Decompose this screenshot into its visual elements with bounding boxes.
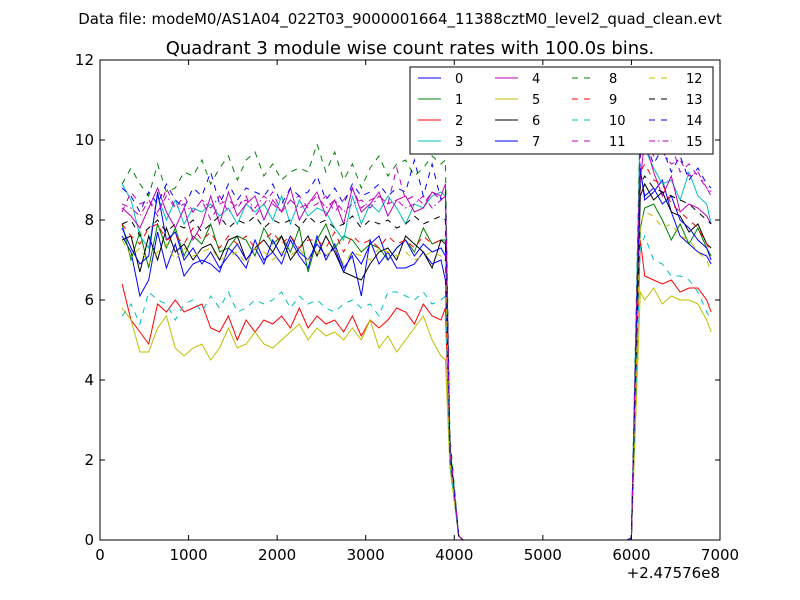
y-tick-label: 12 bbox=[75, 51, 94, 69]
legend-label-6: 6 bbox=[532, 114, 540, 129]
series-line-13 bbox=[121, 175, 712, 540]
x-offset-label: +2.47576e8 bbox=[627, 564, 720, 582]
series-line-4 bbox=[121, 139, 712, 540]
legend-label-9: 9 bbox=[609, 93, 617, 108]
legend-label-4: 4 bbox=[532, 72, 540, 87]
y-tick-label: 8 bbox=[84, 211, 94, 229]
legend-label-15: 15 bbox=[686, 135, 703, 150]
legend-label-5: 5 bbox=[532, 93, 540, 108]
series-line-1 bbox=[121, 203, 712, 540]
x-tick-label: 4000 bbox=[435, 546, 473, 564]
series-line-10 bbox=[121, 234, 712, 540]
legend-label-14: 14 bbox=[686, 114, 703, 129]
series-line-9 bbox=[121, 162, 712, 540]
y-tick-label: 2 bbox=[84, 451, 94, 469]
series-line-12 bbox=[121, 211, 712, 540]
series-line-7 bbox=[121, 171, 712, 540]
x-tick-label: 7000 bbox=[701, 546, 739, 564]
series-line-11 bbox=[121, 131, 712, 540]
legend-label-11: 11 bbox=[609, 135, 626, 150]
series-line-6 bbox=[121, 182, 712, 540]
legend-label-8: 8 bbox=[609, 72, 617, 87]
plot-lines bbox=[121, 98, 712, 540]
x-tick-label: 6000 bbox=[612, 546, 650, 564]
legend-box bbox=[409, 66, 714, 155]
y-tick-label: 4 bbox=[84, 371, 94, 389]
x-tick-label: 5000 bbox=[524, 546, 562, 564]
x-tick-label: 2000 bbox=[258, 546, 296, 564]
legend-label-12: 12 bbox=[686, 72, 703, 87]
chart-title: Quadrant 3 module wise count rates with … bbox=[166, 38, 655, 59]
legend-label-13: 13 bbox=[686, 93, 703, 108]
y-tick-label: 0 bbox=[84, 531, 94, 549]
y-tick-label: 6 bbox=[84, 291, 94, 309]
legend-label-7: 7 bbox=[532, 135, 540, 150]
legend-label-2: 2 bbox=[455, 114, 463, 129]
legend-label-1: 1 bbox=[455, 93, 463, 108]
legend-label-3: 3 bbox=[455, 135, 463, 150]
series-line-8 bbox=[121, 98, 712, 540]
x-tick-label: 0 bbox=[95, 546, 105, 564]
legend-label-0: 0 bbox=[455, 72, 463, 87]
x-tick-label: 1000 bbox=[169, 546, 207, 564]
suptitle: Data file: modeM0/AS1A04_022T03_90000016… bbox=[78, 10, 722, 29]
x-tick-label: 3000 bbox=[347, 546, 385, 564]
series-line-15 bbox=[121, 134, 712, 540]
y-tick-label: 10 bbox=[75, 131, 94, 149]
series-line-2 bbox=[121, 239, 712, 540]
series-line-14 bbox=[121, 138, 712, 540]
series-line-5 bbox=[121, 287, 712, 540]
legend-label-10: 10 bbox=[609, 114, 626, 129]
